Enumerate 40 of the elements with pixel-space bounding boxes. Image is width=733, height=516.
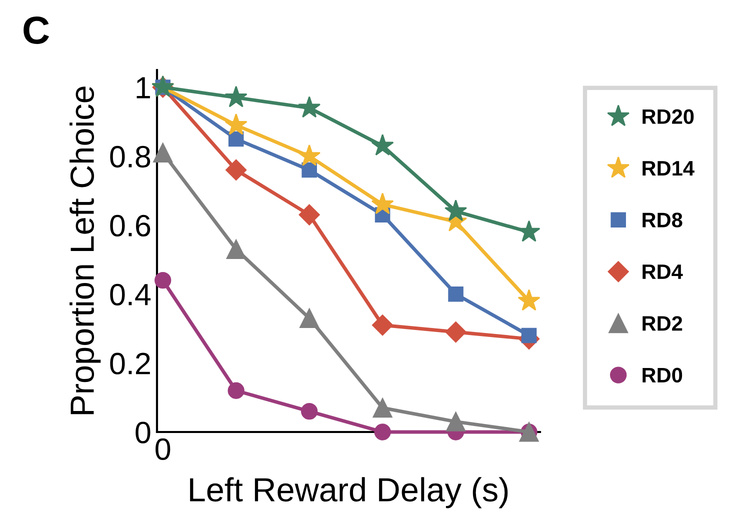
y-tick-label: 1 bbox=[136, 77, 150, 98]
point bbox=[521, 328, 537, 344]
point bbox=[224, 86, 248, 108]
x-axis-title: Left Reward Delay (s) bbox=[190, 477, 508, 508]
legend-label: RD8 bbox=[642, 212, 682, 228]
point bbox=[448, 286, 464, 302]
point bbox=[298, 204, 320, 226]
point bbox=[302, 162, 317, 178]
point bbox=[226, 159, 247, 180]
point bbox=[372, 398, 392, 418]
point bbox=[371, 134, 394, 156]
point bbox=[300, 402, 318, 420]
point bbox=[374, 424, 391, 440]
point bbox=[154, 272, 172, 289]
legend-label: RD4 bbox=[642, 264, 683, 279]
y-tick-label: 0.4 bbox=[110, 284, 151, 306]
point bbox=[300, 308, 320, 328]
point bbox=[518, 289, 540, 311]
point bbox=[518, 220, 540, 242]
y-axis-title: Proportion Left Choice bbox=[70, 86, 101, 414]
legend-label: RD20 bbox=[642, 109, 694, 124]
chart-title: C bbox=[24, 16, 50, 44]
y-tick-label: 0.2 bbox=[110, 352, 150, 374]
point bbox=[228, 382, 244, 399]
point bbox=[153, 143, 173, 162]
point bbox=[224, 113, 248, 135]
point bbox=[226, 240, 246, 259]
point bbox=[298, 96, 321, 118]
y-tick-label: 0.6 bbox=[110, 214, 150, 237]
point bbox=[446, 412, 466, 432]
point bbox=[372, 314, 394, 336]
point bbox=[444, 200, 468, 222]
point bbox=[298, 144, 321, 166]
point bbox=[371, 192, 394, 214]
y-tick-label: 0.8 bbox=[110, 146, 150, 168]
legend-label: RD14 bbox=[642, 161, 694, 176]
legend-label: RD0 bbox=[642, 368, 682, 383]
legend-label: RD2 bbox=[642, 316, 682, 331]
point bbox=[445, 322, 466, 343]
y-tick-label: 0 bbox=[136, 422, 150, 444]
